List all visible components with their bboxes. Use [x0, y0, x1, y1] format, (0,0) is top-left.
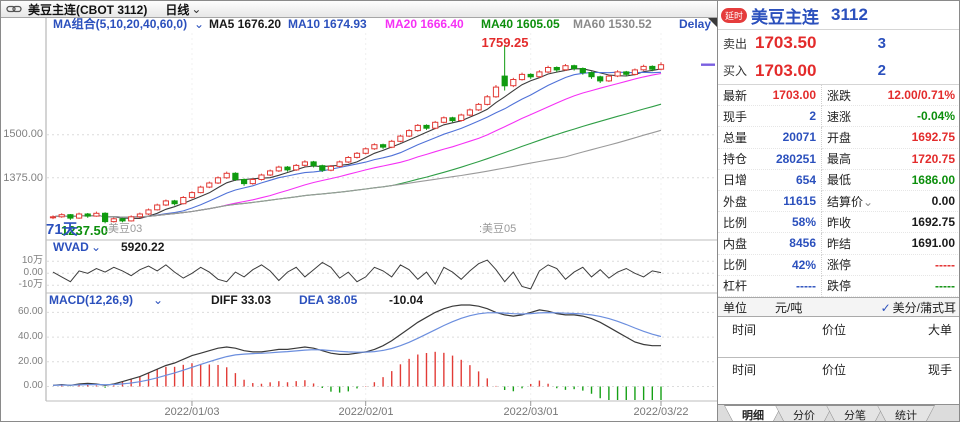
bid-row[interactable]: 买入 1703.00 2 — [718, 57, 959, 85]
contract-marker-03: :美豆03 — [105, 223, 143, 235]
stat-prev-settlement: 昨结 1691.00 — [822, 233, 959, 255]
wvad-indicator-selector[interactable]: WVAD — [53, 240, 89, 254]
ask-qty: 3 — [877, 34, 886, 52]
bid-qty: 2 — [877, 62, 886, 79]
unit-option-yuan-ton[interactable]: 元/吨 — [775, 300, 803, 315]
stat-cur-vol: 现手 2 — [718, 106, 822, 128]
stat-open: 开盘 1692.75 — [822, 127, 959, 149]
big-order-table-header: 时间 价位 大单 — [732, 322, 952, 337]
bid-label: 买入 — [723, 64, 748, 78]
title-bar: 美豆主连(CBOT 3112) 日线 ⌄ — [1, 1, 718, 18]
stat-last: 最新 1703.00 — [718, 85, 822, 107]
tab-tick[interactable]: 分笔 — [826, 405, 884, 421]
panel-header: 延时 美豆主连 3112 — [718, 1, 959, 30]
unit-option-cent-bushel[interactable]: ✓ 美分/蒲式耳 — [880, 300, 956, 315]
bars-count-label: 71天 — [46, 221, 78, 238]
y-axis-tick-1375: 1375.00 — [3, 172, 43, 184]
stats-grid: 最新 1703.00 涨跌 12.00/0.71% 现手 2 速涨 -0.04% 总量 2… — [718, 85, 959, 297]
stat-limit-up: 涨停 ----- — [822, 255, 959, 276]
macd-diff-value: DIFF 33.03 — [211, 293, 272, 307]
ma40-value: MA40 1605.05 — [481, 17, 560, 31]
macd-tick-60: 60.00 — [17, 306, 43, 317]
macd-hist-value: -10.04 — [389, 293, 424, 307]
stat-speed: 速涨 -0.04% — [822, 106, 959, 128]
period-selector[interactable]: 日线 — [165, 2, 190, 17]
tab-price-dist[interactable]: 分价 — [775, 405, 833, 421]
stat-outer-vol: 外盘 11615 — [718, 190, 822, 213]
ma60-value: MA60 1530.52 — [573, 17, 652, 31]
main-chart[interactable] — [1, 1, 718, 422]
ma5-value: MA5 1676.20 — [209, 17, 282, 31]
panel-symbol-code: 3112 — [831, 5, 868, 24]
stat-inner-vol: 内盘 8456 — [718, 233, 822, 255]
panel-tab-bar: 明细 分价 分笔 统计 — [718, 404, 959, 421]
pane-low-label: 1237.50 — [61, 223, 108, 238]
bid-price[interactable]: 1703.00 — [755, 60, 817, 80]
tick-table-header: 时间 价位 现手 — [732, 362, 952, 377]
period-chevron-down-icon[interactable]: ⌄ — [191, 2, 202, 16]
wvad-tick-zero: 0.00 — [23, 267, 43, 278]
wvad-chevron-down-icon[interactable]: ⌄ — [91, 240, 102, 254]
ask-row[interactable]: 卖出 1703.50 3 — [718, 29, 959, 57]
contract-marker-05: :美豆05 — [479, 223, 517, 235]
ma-group-selector[interactable]: MA组合(5,10,20,40,60,0) — [53, 17, 188, 31]
stat-total-vol: 总量 20071 — [718, 127, 822, 149]
macd-dea-value: DEA 38.05 — [299, 293, 358, 307]
settlement-chevron-down-icon[interactable]: ⌄ — [863, 194, 874, 209]
ma-group-chevron-down-icon[interactable]: ⌄ — [194, 17, 205, 31]
tab-stats[interactable]: 统计 — [877, 405, 935, 421]
unit-label: 单位 — [723, 300, 748, 315]
ma10-value: MA10 1674.93 — [288, 17, 367, 31]
stat-inner-ratio: 比例 42% — [718, 254, 822, 276]
macd-indicator-selector[interactable]: MACD(12,26,9) — [49, 293, 134, 307]
stat-prev-close: 昨收 1692.75 — [822, 212, 959, 234]
stat-open-interest: 持仓 280251 — [718, 148, 822, 170]
ask-price[interactable]: 1703.50 — [755, 33, 817, 52]
stat-change: 涨跌 12.00/0.71% — [822, 85, 959, 107]
x-axis-date-1: 2022/01/03 — [164, 406, 220, 418]
stat-outer-ratio: 比例 58% — [718, 212, 822, 234]
macd-tick-40: 40.00 — [17, 331, 43, 342]
panel-divider — [718, 357, 959, 358]
delayed-badge: 延时 — [721, 7, 748, 23]
stat-limit-down: 跌停 ----- — [822, 276, 959, 297]
stat-low: 最低 1686.00 — [822, 170, 959, 191]
macd-tick-0: 0.00 — [23, 380, 43, 391]
ma20-value: MA20 1666.40 — [385, 17, 464, 31]
delay-link[interactable]: Delay — [679, 17, 712, 31]
wvad-tick-neg: -10万 — [18, 279, 43, 290]
x-axis-date-2: 2022/02/01 — [338, 406, 394, 418]
x-axis-date-3: 2022/03/01 — [503, 406, 559, 418]
y-axis-tick-1500: 1500.00 — [3, 128, 43, 140]
quote-panel: 延时 美豆主连 3112 卖出 1703.50 3 买入 1703.00 2 最… — [717, 1, 959, 421]
wvad-value: 5920.22 — [121, 240, 165, 254]
check-icon: ✓ — [880, 300, 891, 315]
unit-row: 单位 元/吨 ✓ 美分/蒲式耳 — [718, 297, 959, 317]
tab-detail[interactable]: 明细 — [724, 405, 782, 421]
stat-daily-increase: 日增 654 — [718, 169, 822, 191]
macd-tick-20: 20.00 — [17, 356, 43, 367]
stat-high: 最高 1720.75 — [822, 149, 959, 170]
symbol-title: 美豆主连(CBOT 3112) — [28, 2, 148, 17]
ask-label: 卖出 — [723, 36, 748, 51]
stat-leverage: 杠杆 ----- — [718, 275, 822, 297]
period-high-annotation: 1759.25 — [481, 35, 529, 50]
wvad-tick-pos: 10万 — [21, 255, 43, 266]
panel-symbol-name: 美豆主连 — [751, 7, 820, 27]
link-icon[interactable] — [6, 4, 22, 14]
x-axis-date-4: 2022/03/22 — [633, 406, 689, 418]
stat-settlement: 结算价⌄ 0.00 — [822, 191, 959, 213]
macd-chevron-down-icon[interactable]: ⌄ — [153, 293, 164, 307]
